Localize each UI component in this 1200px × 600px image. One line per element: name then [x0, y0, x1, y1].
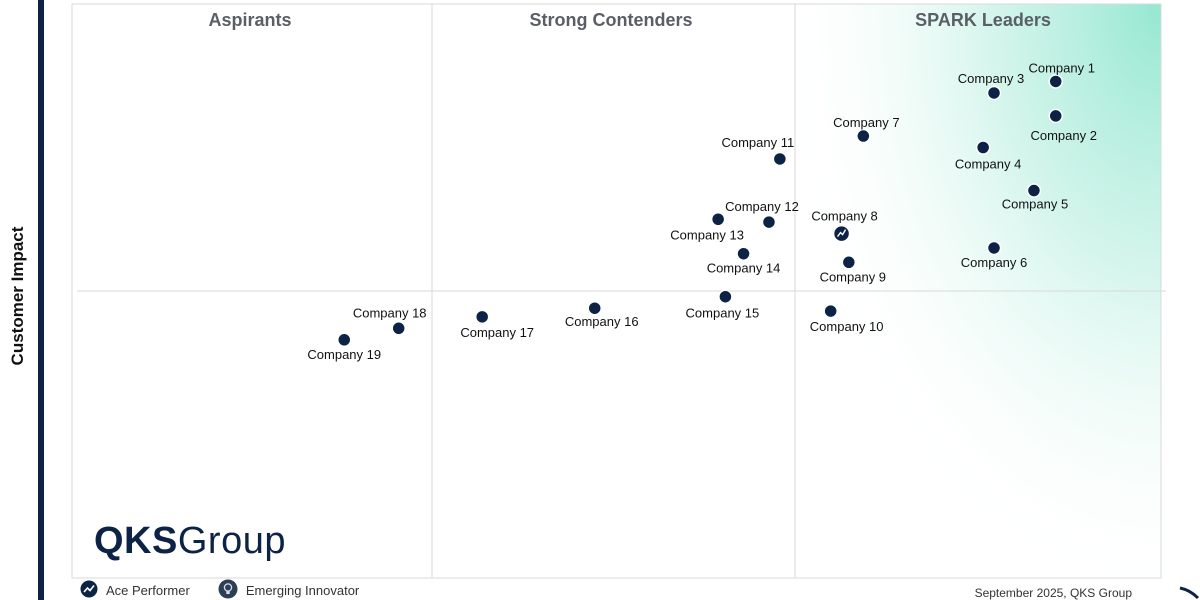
label-company-1: Company 1 — [1028, 60, 1094, 75]
label-company-3: Company 3 — [958, 71, 1024, 86]
marker-company-7 — [856, 128, 871, 144]
point-company-5: Company 5 — [1002, 183, 1068, 212]
emerging-innovator-icon — [218, 579, 238, 600]
ace-performer-icon — [80, 580, 98, 600]
legend-item-emerging-innovator: Emerging Innovator — [218, 579, 359, 600]
point-company-6: Company 6 — [961, 240, 1027, 270]
qks-group-logo: QKSGroup — [94, 520, 286, 563]
point-company-19: Company 19 — [307, 332, 381, 362]
point-company-7: Company 7 — [833, 115, 900, 144]
label-company-15: Company 15 — [686, 306, 760, 321]
ace-performer-icon — [836, 229, 847, 238]
marker-company-17 — [474, 309, 490, 325]
marker-company-12 — [761, 214, 777, 230]
legend: Ace Performer Emerging Innovator — [80, 579, 387, 600]
label-company-6: Company 6 — [961, 255, 1027, 270]
marker-company-10 — [823, 303, 838, 319]
marker-company-6 — [986, 240, 1002, 256]
point-company-8: Company 8 — [811, 209, 878, 243]
legend-label-ace-performer: Ace Performer — [106, 582, 190, 598]
marker-company-19 — [337, 332, 352, 348]
point-company-11: Company 11 — [721, 135, 794, 167]
marker-company-13 — [710, 212, 726, 227]
point-company-1: Company 1 — [1028, 60, 1095, 89]
point-company-10: Company 10 — [810, 303, 884, 334]
point-company-18: Company 18 — [353, 305, 427, 336]
label-company-19: Company 19 — [307, 347, 381, 362]
corner-arrow-mark — [1179, 586, 1200, 600]
logo-bold-text: QKS — [94, 520, 178, 562]
point-company-2: Company 2 — [1030, 108, 1097, 143]
logo-light-text: Group — [177, 520, 286, 562]
marker-company-3 — [986, 85, 1002, 101]
label-company-2: Company 2 — [1030, 128, 1096, 143]
point-company-13: Company 13 — [670, 212, 744, 242]
marker-company-2 — [1048, 108, 1063, 124]
point-company-12: Company 12 — [725, 199, 799, 230]
label-company-17: Company 17 — [460, 325, 534, 340]
point-company-17: Company 17 — [460, 309, 534, 340]
label-company-11: Company 11 — [721, 135, 794, 150]
quadrant-label-strong-contenders: Strong Contenders — [529, 10, 692, 30]
legend-label-emerging-innovator: Emerging Innovator — [245, 582, 360, 598]
label-company-14: Company 14 — [707, 261, 781, 276]
footer-date: September 2025, QKS Group — [974, 586, 1132, 600]
label-company-8: Company 8 — [811, 209, 877, 224]
label-company-12: Company 12 — [725, 199, 799, 214]
points-layer: Company 1 Company 2 Company 3 Company 4 Comp… — [307, 60, 1097, 361]
marker-company-16 — [587, 300, 602, 316]
label-company-5: Company 5 — [1002, 197, 1068, 212]
label-company-10: Company 10 — [810, 319, 884, 334]
marker-company-5 — [1026, 183, 1042, 198]
point-company-3: Company 3 — [958, 71, 1024, 101]
marker-company-15 — [718, 289, 733, 304]
label-company-4: Company 4 — [955, 157, 1021, 172]
marker-company-9 — [841, 255, 857, 270]
point-company-16: Company 16 — [565, 300, 639, 329]
marker-company-14 — [736, 246, 751, 261]
label-company-16: Company 16 — [565, 314, 639, 329]
legend-item-ace-performer: Ace Performer — [80, 580, 190, 600]
marker-company-11 — [772, 151, 788, 167]
label-company-9: Company 9 — [820, 269, 886, 284]
marker-company-4 — [975, 140, 991, 155]
marker-company-1 — [1048, 74, 1063, 89]
label-company-18: Company 18 — [353, 305, 427, 320]
point-company-9: Company 9 — [820, 255, 886, 284]
quadrant-label-spark-leaders: SPARK Leaders — [915, 10, 1051, 30]
y-axis-bar — [38, 0, 44, 600]
point-company-14: Company 14 — [707, 246, 781, 276]
label-company-13: Company 13 — [670, 227, 744, 242]
point-company-4: Company 4 — [955, 140, 1021, 172]
marker-company-18 — [391, 321, 406, 336]
quadrant-label-aspirants: Aspirants — [208, 10, 291, 30]
label-company-7: Company 7 — [833, 115, 899, 130]
point-company-15: Company 15 — [686, 289, 760, 321]
